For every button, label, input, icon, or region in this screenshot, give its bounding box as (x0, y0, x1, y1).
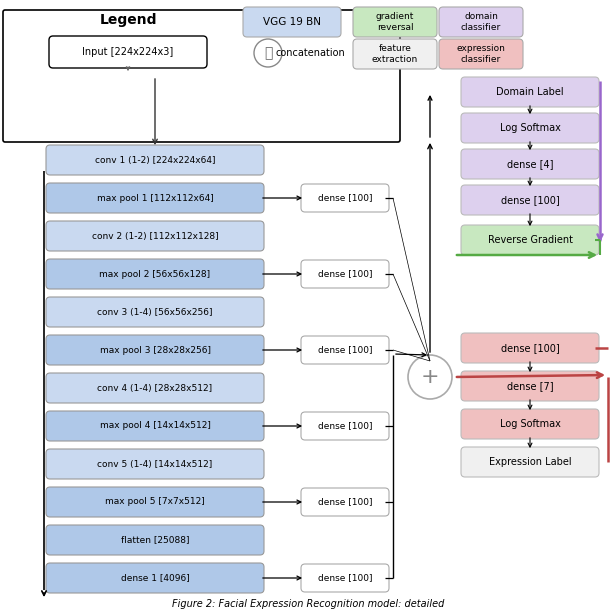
FancyBboxPatch shape (46, 525, 264, 555)
FancyBboxPatch shape (353, 39, 437, 69)
Text: dense [7]: dense [7] (507, 381, 553, 391)
FancyBboxPatch shape (439, 7, 523, 37)
Text: conv 3 (1-4) [56x56x256]: conv 3 (1-4) [56x56x256] (97, 307, 213, 316)
Text: VGG 19 BN: VGG 19 BN (263, 17, 321, 27)
Text: dense [100]: dense [100] (318, 193, 372, 203)
Text: max pool 5 [7x7x512]: max pool 5 [7x7x512] (105, 498, 205, 507)
Text: max pool 4 [14x14x512]: max pool 4 [14x14x512] (100, 422, 211, 430)
FancyBboxPatch shape (461, 447, 599, 477)
FancyBboxPatch shape (49, 36, 207, 68)
Circle shape (408, 355, 452, 399)
Text: Log Softmax: Log Softmax (500, 123, 561, 133)
FancyBboxPatch shape (461, 371, 599, 401)
Text: dense [100]: dense [100] (318, 269, 372, 278)
Text: Domain Label: Domain Label (496, 87, 564, 97)
Text: dense [4]: dense [4] (507, 159, 553, 169)
FancyBboxPatch shape (301, 184, 389, 212)
Text: ➕: ➕ (264, 46, 272, 60)
Text: max pool 1 [112x112x64]: max pool 1 [112x112x64] (97, 193, 213, 203)
FancyBboxPatch shape (461, 77, 599, 107)
FancyBboxPatch shape (46, 563, 264, 593)
Text: dense 1 [4096]: dense 1 [4096] (121, 573, 189, 583)
Text: gradient
reversal: gradient reversal (376, 12, 414, 32)
Text: domain
classifier: domain classifier (461, 12, 501, 32)
FancyBboxPatch shape (46, 221, 264, 251)
FancyBboxPatch shape (353, 7, 437, 37)
Text: dense [100]: dense [100] (318, 498, 372, 507)
FancyBboxPatch shape (461, 185, 599, 215)
FancyBboxPatch shape (439, 39, 523, 69)
Circle shape (254, 39, 282, 67)
Text: dense [100]: dense [100] (318, 346, 372, 354)
Text: Reverse Gradient: Reverse Gradient (487, 235, 572, 245)
Text: +: + (421, 367, 439, 387)
FancyBboxPatch shape (46, 373, 264, 403)
Text: dense [100]: dense [100] (318, 422, 372, 430)
Text: conv 5 (1-4) [14x14x512]: conv 5 (1-4) [14x14x512] (97, 460, 213, 469)
Text: Figure 2: Facial Expression Recognition model: detailed: Figure 2: Facial Expression Recognition … (172, 599, 444, 609)
FancyBboxPatch shape (3, 10, 400, 142)
Text: conv 1 (1-2) [224x224x64]: conv 1 (1-2) [224x224x64] (95, 155, 215, 165)
Text: concatenation: concatenation (275, 48, 345, 58)
FancyBboxPatch shape (46, 487, 264, 517)
Text: feature
extraction: feature extraction (372, 44, 418, 64)
FancyBboxPatch shape (301, 564, 389, 592)
FancyBboxPatch shape (301, 488, 389, 516)
Text: max pool 3 [28x28x256]: max pool 3 [28x28x256] (100, 346, 211, 354)
FancyBboxPatch shape (46, 145, 264, 175)
Text: dense [100]: dense [100] (501, 343, 559, 353)
FancyBboxPatch shape (461, 333, 599, 363)
FancyBboxPatch shape (301, 336, 389, 364)
FancyBboxPatch shape (243, 7, 341, 37)
Text: conv 4 (1-4) [28x28x512]: conv 4 (1-4) [28x28x512] (97, 384, 213, 392)
Text: dense [100]: dense [100] (501, 195, 559, 205)
FancyBboxPatch shape (46, 411, 264, 441)
Text: Legend: Legend (99, 13, 156, 27)
FancyBboxPatch shape (301, 412, 389, 440)
FancyBboxPatch shape (461, 409, 599, 439)
Text: Log Softmax: Log Softmax (500, 419, 561, 429)
Text: expression
classifier: expression classifier (456, 44, 506, 64)
FancyBboxPatch shape (461, 149, 599, 179)
FancyBboxPatch shape (301, 260, 389, 288)
Text: max pool 2 [56x56x128]: max pool 2 [56x56x128] (99, 269, 211, 278)
FancyBboxPatch shape (461, 225, 599, 255)
Text: Input [224x224x3]: Input [224x224x3] (83, 47, 174, 57)
Text: conv 2 (1-2) [112x112x128]: conv 2 (1-2) [112x112x128] (92, 231, 218, 241)
FancyBboxPatch shape (46, 183, 264, 213)
Text: flatten [25088]: flatten [25088] (121, 536, 189, 545)
FancyBboxPatch shape (46, 297, 264, 327)
FancyBboxPatch shape (461, 113, 599, 143)
Text: Expression Label: Expression Label (488, 457, 571, 467)
Text: dense [100]: dense [100] (318, 573, 372, 583)
FancyBboxPatch shape (46, 335, 264, 365)
FancyBboxPatch shape (46, 259, 264, 289)
FancyBboxPatch shape (46, 449, 264, 479)
